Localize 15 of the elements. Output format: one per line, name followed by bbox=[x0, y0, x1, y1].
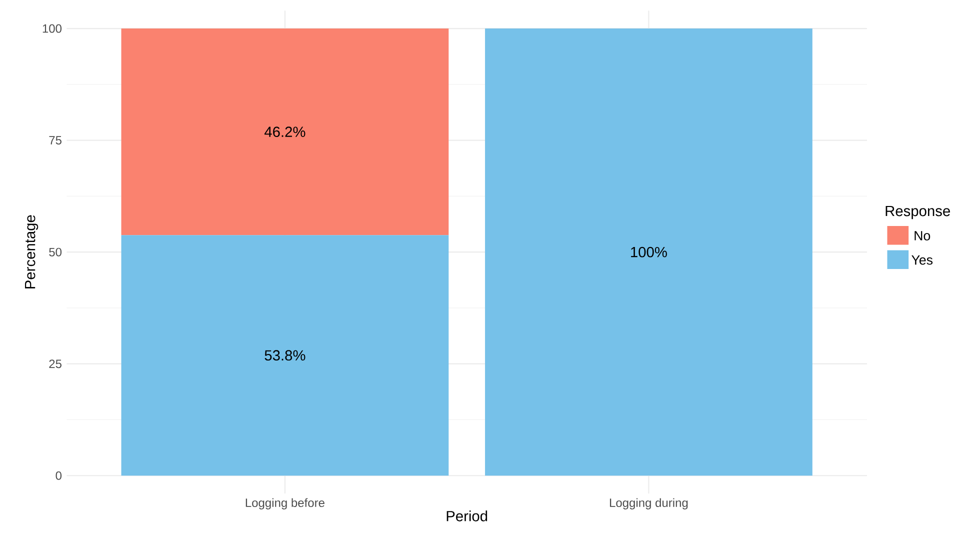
legend-label: Yes bbox=[912, 255, 933, 265]
x-axis-title: Period bbox=[446, 510, 488, 522]
x-tick-label: Logging before bbox=[246, 498, 324, 510]
y-tick-label: 100 bbox=[42, 24, 62, 33]
y-axis-title: Percentage bbox=[25, 215, 38, 288]
y-tick-label: 75 bbox=[49, 136, 62, 145]
y-tick-label: 50 bbox=[49, 248, 62, 256]
y-tick-label: 0 bbox=[56, 471, 62, 480]
y-tick-label: 25 bbox=[49, 360, 62, 368]
data-label: 53.8% bbox=[264, 350, 306, 361]
data-label: 100% bbox=[631, 246, 667, 258]
data-label: 46.2% bbox=[264, 126, 306, 138]
legend-label: No bbox=[914, 231, 930, 241]
x-tick-label: Logging during bbox=[610, 498, 688, 510]
legend-title: Response bbox=[886, 206, 950, 220]
